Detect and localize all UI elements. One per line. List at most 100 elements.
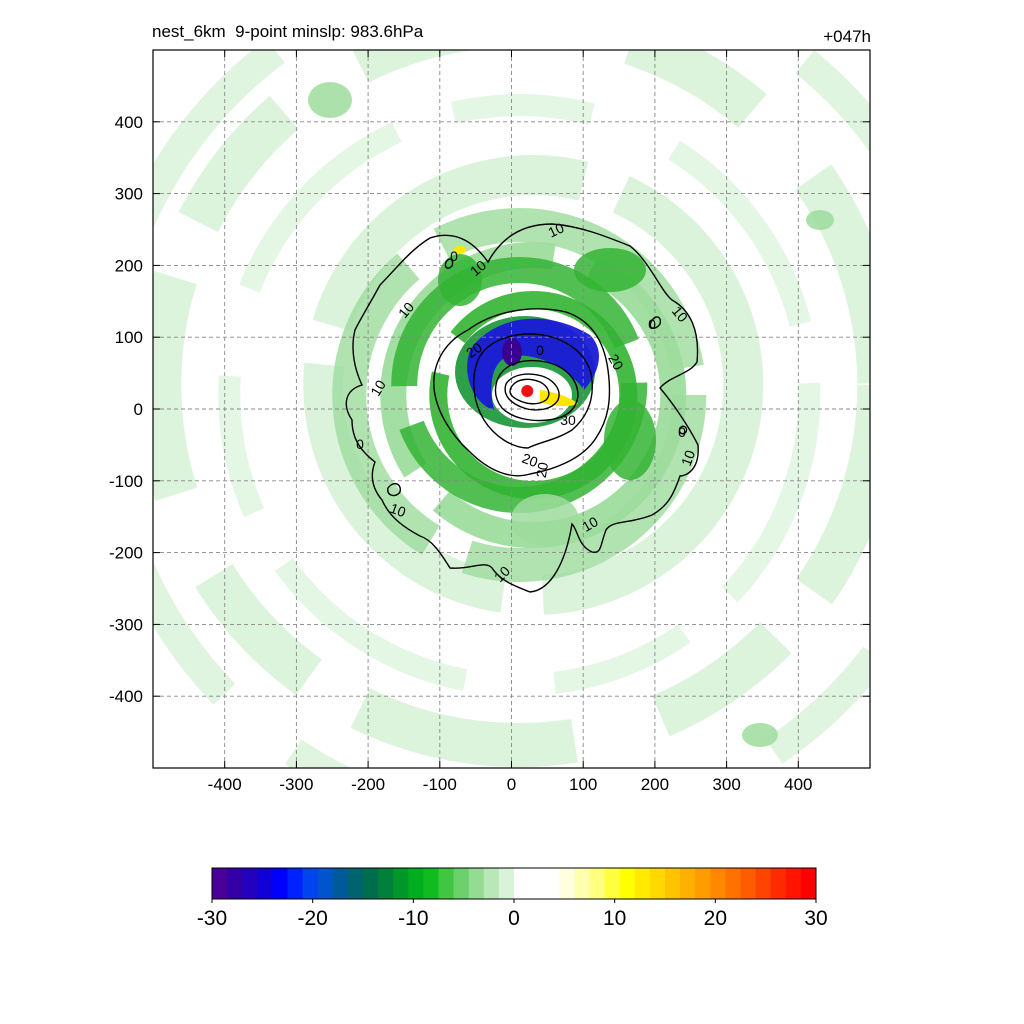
contour-label: 20 <box>533 461 551 479</box>
colorbar-swatch <box>212 868 228 899</box>
colorbar-swatch <box>423 868 439 899</box>
contour-10-closed-b <box>678 425 688 435</box>
colorbar-swatch <box>695 868 711 899</box>
y-tick-label: -400 <box>109 687 143 706</box>
colorbar-tick-label: 30 <box>804 907 827 930</box>
contour-10 <box>345 223 699 593</box>
contour-label: 0 <box>678 424 686 440</box>
colorbar-swatch <box>498 868 515 899</box>
field-yellow-spot <box>454 246 466 254</box>
field-ring <box>153 50 870 767</box>
contour-30-inner-b <box>509 378 550 405</box>
colorbar-swatch <box>559 868 575 899</box>
colorbar-swatch <box>680 868 696 899</box>
y-tick-label: -200 <box>109 544 143 563</box>
contour-label: 10 <box>579 513 601 535</box>
colorbar-swatch <box>619 868 636 899</box>
contour-30 <box>494 359 579 422</box>
field-blob <box>511 494 579 546</box>
contour-label: 20 <box>520 450 540 470</box>
contour-label: 10 <box>388 500 408 520</box>
colorbar-swatch <box>317 868 334 899</box>
colorbar-swatch <box>347 868 364 899</box>
field-blob <box>604 400 656 480</box>
y-tick-label: 400 <box>115 113 143 132</box>
field-core-blue <box>467 318 599 410</box>
contour-label: 0 <box>648 316 656 332</box>
colorbar-swatch <box>589 868 606 899</box>
colorbar-swatch <box>725 868 741 899</box>
y-tick-label: -300 <box>109 615 143 634</box>
colorbar-tick-label: 10 <box>603 907 626 930</box>
colorbar-swatch <box>710 868 726 899</box>
field-blob <box>742 723 778 747</box>
colorbar-swatch <box>272 868 288 899</box>
colorbar-swatch <box>408 868 424 899</box>
field-blob <box>438 254 482 306</box>
y-tick-label: 100 <box>115 328 143 347</box>
axes: -400 -300 -200 -100 0 100 200 300 40040030020010… <box>109 50 870 794</box>
contour-10-closed-a <box>649 316 662 329</box>
colorbar-swatch <box>227 868 243 899</box>
contour-label: 30 <box>560 412 576 428</box>
contour-label: 0 <box>450 248 458 264</box>
colorbar-tick-label: 0 <box>508 907 520 930</box>
colorbar-swatch <box>332 868 349 899</box>
colorbar-swatch <box>242 868 258 899</box>
colorbar-swatch <box>604 868 621 899</box>
colorbar-swatch <box>438 868 455 899</box>
y-tick-label: 0 <box>134 400 143 419</box>
colorbar: -30 -20 -10 0 10 20 30 <box>197 867 828 930</box>
colorbar-swatch <box>468 868 485 899</box>
contour-10-closed-c <box>387 482 402 497</box>
colorbar-swatch <box>755 868 772 899</box>
x-tick-label: 300 <box>712 775 740 794</box>
contour-20-inner <box>473 333 593 449</box>
contour-label: 0 <box>356 436 364 452</box>
colorbar-tick-label: -30 <box>197 907 227 930</box>
colorbar-swatch <box>363 868 379 899</box>
contour-0-closed <box>444 258 454 269</box>
x-tick-label: -200 <box>351 775 385 794</box>
x-tick-label: 200 <box>641 775 669 794</box>
contour-30-inner-a <box>504 373 560 411</box>
colorbar-swatch <box>800 868 817 899</box>
colorbar-swatch <box>453 868 470 899</box>
y-tick-label: 300 <box>115 185 143 204</box>
field-core-purple <box>502 338 522 366</box>
colorbar-tick-label: -10 <box>398 907 428 930</box>
contour-label: 0 <box>536 342 544 358</box>
chart-title: nest_6km 9-point minslp: 983.6hPa <box>152 22 424 41</box>
field-ring <box>303 155 764 616</box>
colorbar-tick-label: 20 <box>704 907 727 930</box>
contour-lines <box>345 223 699 593</box>
x-tick-label: -300 <box>279 775 313 794</box>
y-tick-label: 200 <box>115 256 143 275</box>
colorbar-swatch <box>529 868 545 899</box>
y-tick-label: -100 <box>109 472 143 491</box>
x-tick-label: -100 <box>423 775 457 794</box>
field-ring <box>218 94 821 697</box>
colorbar-swatch <box>393 868 409 899</box>
colorbar-swatch <box>574 868 590 899</box>
storm-center-marker <box>521 385 534 398</box>
forecast-hour-label: +047h <box>823 27 871 46</box>
field-blob <box>806 210 834 230</box>
grid-lines <box>153 50 870 768</box>
x-tick-label: 400 <box>784 775 812 794</box>
field-ring <box>429 291 638 500</box>
colorbar-swatch <box>287 868 304 899</box>
colorbar-swatch <box>483 868 500 899</box>
x-tick-label: -400 <box>208 775 242 794</box>
colorbar-swatch <box>785 868 802 899</box>
x-tick-label: 0 <box>507 775 516 794</box>
x-tick-label: 100 <box>569 775 597 794</box>
colorbar-swatch <box>770 868 787 899</box>
field-ring <box>332 208 707 583</box>
colorbar-swatch <box>514 868 530 899</box>
contour-20 <box>433 308 611 477</box>
colorbar-swatch <box>378 868 394 899</box>
colorbar-swatch <box>302 868 319 899</box>
